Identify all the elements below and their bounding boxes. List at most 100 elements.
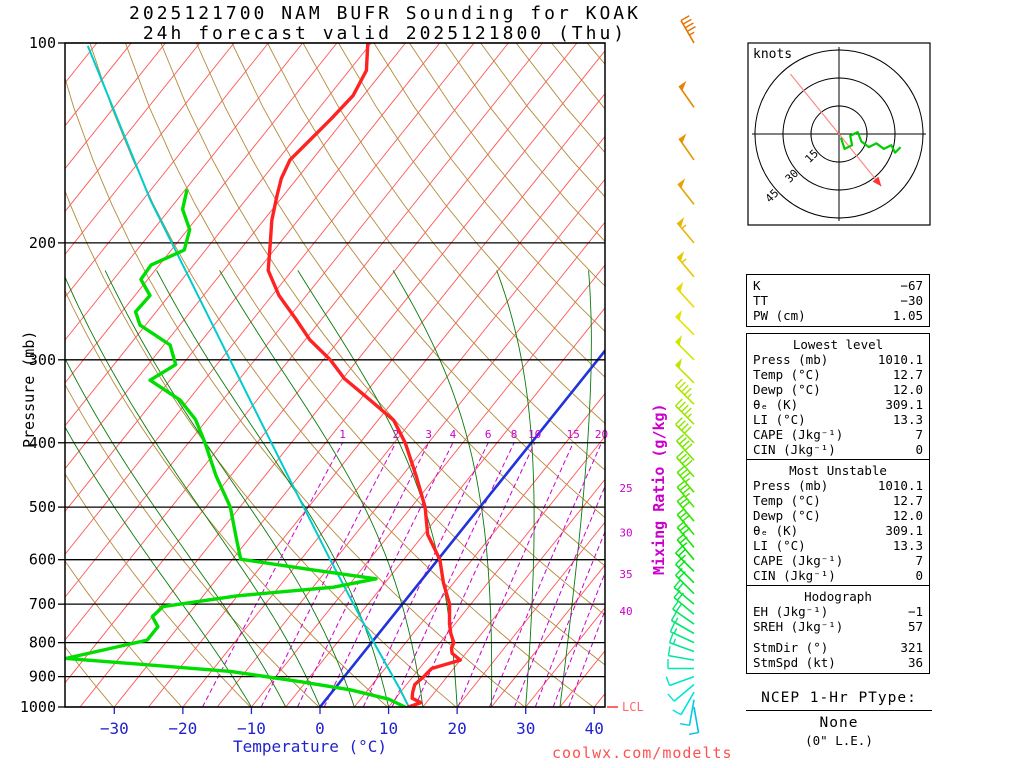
svg-text:300: 300	[29, 351, 56, 369]
stat-label: Press (mb)	[753, 478, 829, 493]
svg-text:20: 20	[448, 719, 467, 738]
stat-row: PW (cm) 1.05	[747, 308, 929, 323]
svg-text:30: 30	[619, 527, 632, 540]
svg-text:LCL: LCL	[622, 700, 644, 714]
stat-value: 1.05	[892, 308, 923, 323]
mixing-ratio-axis-label: Mixing Ratio (g/kg)	[650, 403, 668, 575]
stat-value: 57	[907, 619, 923, 634]
stat-row: θₑ (K) 309.1	[747, 397, 929, 412]
stat-label: EH (Jkg⁻¹)	[753, 604, 829, 619]
stat-label: θₑ (K)	[753, 397, 799, 412]
stat-label: Temp (°C)	[753, 367, 821, 382]
svg-text:40: 40	[619, 605, 632, 618]
svg-text:35: 35	[619, 568, 632, 581]
svg-text:600: 600	[29, 551, 56, 569]
stat-label: CIN (Jkg⁻¹)	[753, 568, 836, 583]
stat-label: Dewp (°C)	[753, 508, 821, 523]
table-title: Hodograph	[804, 589, 872, 604]
temperature-axis-label: Temperature (°C)	[232, 737, 388, 756]
svg-text:−10: −10	[237, 719, 266, 738]
stat-value: 12.0	[892, 508, 923, 523]
stat-row: StmDir (°) 321	[747, 640, 929, 655]
stat-row: CIN (Jkg⁻¹) 0	[747, 442, 929, 457]
stat-label: CAPE (Jkg⁻¹)	[753, 427, 844, 442]
svg-text:4: 4	[450, 428, 457, 441]
stat-value: 12.0	[892, 382, 923, 397]
ptype-note: (0" L.E.)	[805, 733, 873, 748]
svg-text:3: 3	[425, 428, 432, 441]
svg-text:−20: −20	[168, 719, 197, 738]
stat-label: LI (°C)	[753, 538, 806, 553]
stat-row: CAPE (Jkg⁻¹) 7	[747, 553, 929, 568]
svg-text:10: 10	[379, 719, 398, 738]
svg-text:30: 30	[516, 719, 535, 738]
stat-value: 1010.1	[877, 352, 923, 367]
svg-text:6: 6	[485, 428, 492, 441]
stat-row: K −67	[747, 278, 929, 293]
stat-row: CIN (Jkg⁻¹) 0	[747, 568, 929, 583]
svg-text:400: 400	[29, 434, 56, 452]
svg-text:−30: −30	[100, 719, 129, 738]
stat-value: −1	[907, 604, 923, 619]
stat-label: LI (°C)	[753, 412, 806, 427]
svg-text:1000: 1000	[20, 698, 56, 716]
svg-text:900: 900	[29, 668, 56, 686]
stat-label: StmSpd (kt)	[753, 655, 836, 670]
ptype-value: None	[819, 715, 859, 731]
svg-text:800: 800	[29, 634, 56, 652]
stat-label: CIN (Jkg⁻¹)	[753, 442, 836, 457]
svg-text:40: 40	[585, 719, 604, 738]
stat-label: K	[753, 278, 761, 293]
svg-text:2: 2	[392, 428, 399, 441]
stat-label: Temp (°C)	[753, 493, 821, 508]
freezing-isotherm-line	[318, 348, 605, 707]
svg-text:200: 200	[29, 234, 56, 252]
stat-row: StmSpd (kt) 36	[747, 655, 929, 670]
stat-value: 309.1	[885, 397, 923, 412]
stat-row: LI (°C) 13.3	[747, 412, 929, 427]
stat-label: SREH (Jkg⁻¹)	[753, 619, 844, 634]
svg-text:8: 8	[511, 428, 518, 441]
pressure-axis-label: Pressure (mb)	[20, 330, 38, 448]
svg-text:25: 25	[619, 482, 632, 495]
dry-adiabat-lines	[65, 43, 605, 707]
svg-text:knots: knots	[753, 47, 792, 62]
stat-label: CAPE (Jkg⁻¹)	[753, 553, 844, 568]
stat-value: 321	[900, 640, 923, 655]
stat-value: 12.7	[892, 367, 923, 382]
stat-row: CAPE (Jkg⁻¹) 7	[747, 427, 929, 442]
stat-value: 13.3	[892, 412, 923, 427]
svg-text:15: 15	[567, 428, 580, 441]
stat-row: Press (mb) 1010.1	[747, 478, 929, 493]
stat-row: θₑ (K) 309.1	[747, 523, 929, 538]
svg-text:100: 100	[29, 34, 56, 52]
svg-text:10: 10	[528, 428, 541, 441]
plot-border	[64, 42, 606, 708]
stat-value: 0	[915, 568, 923, 583]
stat-value: 13.3	[892, 538, 923, 553]
ptype-heading: NCEP 1-Hr PType:	[746, 690, 932, 711]
stat-label: Press (mb)	[753, 352, 829, 367]
watermark: coolwx.com/modelts	[552, 744, 733, 762]
stat-row: Temp (°C) 12.7	[747, 493, 929, 508]
stat-value: 7	[915, 427, 923, 442]
stat-label: TT	[753, 293, 769, 308]
stat-value: 1010.1	[877, 478, 923, 493]
stat-label: Dewp (°C)	[753, 382, 821, 397]
lowest-level-table: Lowest level Press (mb) 1010.1 Temp (°C) 12.…	[746, 333, 930, 461]
stat-value: −67	[900, 278, 923, 293]
chart-title-line1: 2025121700 NAM BUFR Sounding for KOAK	[129, 3, 641, 24]
svg-text:20: 20	[595, 428, 608, 441]
stat-label: StmDir (°)	[753, 640, 829, 655]
stat-row: Temp (°C) 12.7	[747, 367, 929, 382]
svg-text:500: 500	[29, 498, 56, 516]
wind-barb-column	[665, 15, 700, 735]
sounding-profile-lines	[65, 43, 462, 707]
stat-value: −30	[900, 293, 923, 308]
stat-label: θₑ (K)	[753, 523, 799, 538]
stat-value: 309.1	[885, 523, 923, 538]
